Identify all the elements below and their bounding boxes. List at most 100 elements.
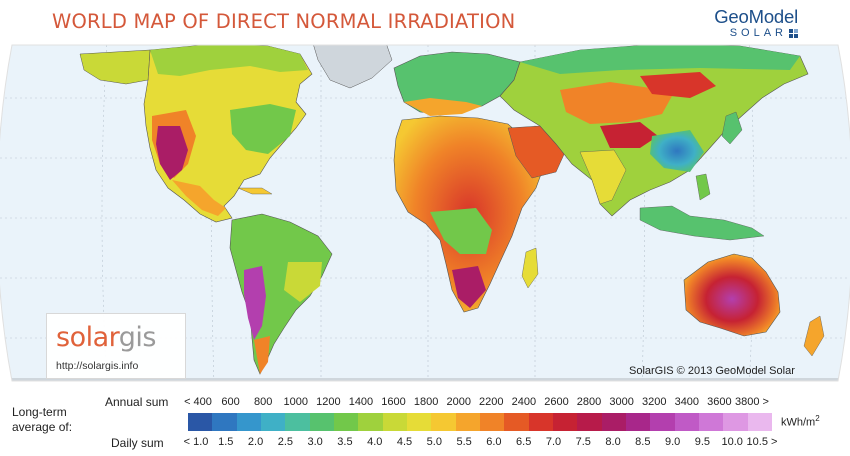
annual-tick-label: 3200 — [641, 396, 667, 408]
daily-tick-label: 7.5 — [575, 436, 591, 448]
legend-color-swatch — [358, 413, 383, 431]
legend-color-swatch — [674, 413, 699, 431]
legend-daily-label: Daily sum — [111, 436, 164, 450]
annual-tick-label: 800 — [253, 396, 273, 408]
tibet-hotspot — [600, 122, 658, 148]
geomodel-squares-icon — [789, 28, 798, 38]
map-frame — [0, 44, 850, 382]
daily-tick-label: 6.0 — [486, 436, 502, 448]
daily-tick-label: 2.5 — [277, 436, 294, 448]
central-asia-desert — [560, 82, 672, 124]
geomodel-solar-logo: GeoModel SOLAR — [714, 6, 798, 39]
legend-color-swatch — [260, 413, 286, 431]
solargis-url[interactable]: http://solargis.info — [56, 360, 139, 372]
mexico-hotspot — [156, 126, 188, 180]
solargis-logo[interactable]: solargis http://solargis.info — [46, 313, 186, 379]
daily-tick-label: 7.0 — [545, 436, 562, 448]
copyright-notice: SolarGIS © 2013 GeoModel Solar — [629, 365, 795, 377]
daily-tick-label: 1.5 — [218, 436, 234, 448]
australia — [683, 253, 781, 337]
legend-color-swatch — [212, 413, 237, 431]
legend-colorbar — [188, 413, 772, 431]
mexico — [172, 180, 226, 216]
daily-tick-label: < 1.0 — [183, 436, 209, 448]
legend-color-swatch — [650, 413, 675, 431]
europe — [393, 51, 521, 115]
legend-color-swatch — [723, 413, 748, 431]
legend-color-swatch — [309, 413, 334, 431]
annual-tick-label: 3000 — [609, 396, 634, 408]
legend-color-swatch — [479, 413, 505, 431]
madagascar — [521, 247, 539, 289]
siberia — [520, 45, 800, 74]
us-east — [230, 104, 296, 154]
solargis-wordmark: solargis — [56, 322, 156, 353]
andes-hotspot — [244, 266, 266, 340]
legend-color-swatch — [236, 413, 261, 431]
annual-tick-label: 2000 — [446, 396, 471, 408]
annual-tick-label: 2800 — [576, 396, 602, 408]
annual-tick-label: 3400 — [674, 396, 700, 408]
daily-tick-label: 5.0 — [426, 436, 442, 448]
patagonia — [254, 336, 270, 374]
annual-tick-label: < 400 — [184, 396, 212, 408]
legend-color-swatch — [625, 413, 651, 431]
legend-color-swatch — [455, 413, 480, 431]
legend-color-swatch — [528, 413, 553, 431]
geomodel-sub: SOLAR — [729, 27, 787, 39]
daily-tick-label: 8.5 — [635, 436, 651, 448]
annual-tick-label: 600 — [221, 396, 240, 408]
daily-tick-label: 8.0 — [605, 436, 621, 448]
legend-color-swatch — [552, 413, 578, 431]
china-low — [650, 130, 704, 172]
southern-europe — [404, 98, 482, 116]
legend-caption-line2: average of: — [12, 420, 73, 434]
logo-part-solar: solar — [56, 322, 119, 353]
daily-tick-label: 4.5 — [396, 436, 413, 448]
daily-tick-label: 10.5 > — [746, 436, 778, 448]
legend-color-swatch — [504, 413, 529, 431]
legend-annual-label: Annual sum — [105, 395, 169, 409]
annual-tick-label: 2200 — [479, 396, 504, 408]
southern-africa-hotspot — [452, 266, 486, 308]
legend-color-swatch — [747, 413, 772, 431]
daily-tick-label: 2.0 — [247, 436, 264, 448]
daily-tick-label: 6.5 — [516, 436, 532, 448]
daily-tick-label: 3.5 — [337, 436, 353, 448]
legend-color-swatch — [285, 413, 310, 431]
daily-tick-label: 4.0 — [367, 436, 383, 448]
annual-tick-label: 2400 — [511, 396, 537, 408]
legend-unit-base: kWh/m — [781, 416, 816, 429]
legend-unit: kWh/m2 — [781, 414, 820, 429]
legend-color-swatch — [431, 413, 456, 431]
canada-north — [150, 45, 308, 76]
daily-tick-label: 3.0 — [307, 436, 323, 448]
legend-color-swatch — [577, 413, 602, 431]
legend-color-swatch — [406, 413, 432, 431]
annual-tick-label: 1000 — [283, 396, 308, 408]
philippines — [695, 173, 711, 201]
logo-part-gis: gis — [118, 322, 157, 353]
india — [579, 149, 627, 205]
alaska — [79, 49, 151, 85]
central-africa — [430, 208, 492, 254]
geomodel-name: GeoModel — [714, 6, 798, 27]
annual-tick-label: 1200 — [316, 396, 341, 408]
map-title: WORLD MAP OF DIRECT NORMAL IRRADIATION — [52, 10, 516, 33]
annual-tick-label: 1600 — [381, 396, 406, 408]
daily-tick-label: 5.5 — [456, 436, 472, 448]
annual-tick-label: 1400 — [348, 396, 374, 408]
annual-tick-label: 3800 > — [735, 396, 769, 408]
new-zealand — [803, 315, 825, 357]
japan — [721, 111, 743, 145]
antarctica-fringe — [0, 378, 850, 381]
legend-color-swatch — [333, 413, 359, 431]
mongolia — [640, 72, 716, 98]
southeast-asia-islands — [639, 205, 765, 241]
legend-unit-sup: 2 — [815, 414, 820, 423]
caribbean — [237, 187, 273, 195]
greenland — [311, 45, 393, 89]
legend-color-swatch — [601, 413, 626, 431]
south-america-east — [284, 262, 322, 302]
daily-tick-label: 9.5 — [694, 436, 711, 448]
